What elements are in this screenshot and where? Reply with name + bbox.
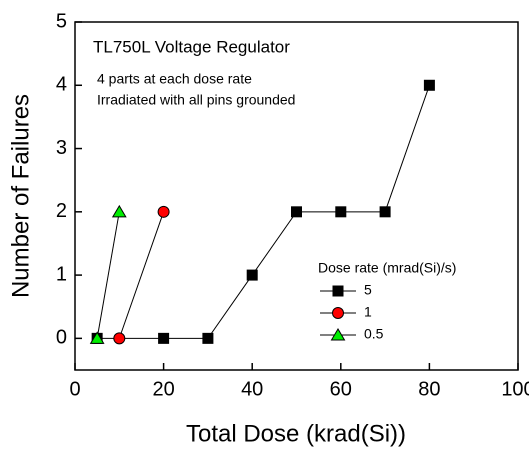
series-line — [96, 211, 120, 339]
data-point — [89, 331, 105, 344]
x-tick-label: 40 — [241, 378, 263, 400]
data-point — [202, 332, 214, 344]
x-tick-label: 60 — [330, 378, 352, 400]
data-point — [157, 205, 170, 218]
y-tick-label: 3 — [56, 137, 67, 159]
data-point — [379, 206, 391, 218]
data-point — [291, 206, 302, 218]
data-point — [111, 204, 127, 218]
y-tick-label: 2 — [56, 200, 67, 222]
x-tick-label: 0 — [69, 378, 80, 400]
data-point — [335, 206, 347, 218]
x-tick-label: 20 — [152, 378, 174, 400]
y-tick-label: 1 — [56, 263, 67, 285]
chart-title: TL750L Voltage Regulator — [93, 37, 290, 56]
legend-marker — [332, 307, 344, 319]
legend-marker — [330, 328, 346, 341]
legend-label: 1 — [364, 304, 372, 320]
y-tick-label: 4 — [56, 74, 67, 96]
data-point — [246, 269, 258, 281]
legend-marker — [332, 285, 344, 297]
series-line — [118, 211, 165, 339]
data-point — [158, 332, 170, 344]
x-tick-label: 100 — [501, 378, 529, 400]
annotation: 4 parts at each dose rate — [97, 71, 252, 87]
y-axis-label: Number of Failures — [7, 94, 34, 298]
plot-frame — [74, 21, 519, 371]
legend-title: Dose rate (mrad(Si)/s) — [318, 260, 456, 276]
x-axis-label: Total Dose (krad(Si)) — [186, 420, 406, 447]
annotation: Irradiated with all pins grounded — [97, 92, 295, 108]
data-point — [113, 332, 126, 345]
series-line — [97, 85, 430, 339]
y-tick-label: 5 — [56, 10, 67, 32]
y-tick-label: 0 — [56, 327, 67, 349]
legend-label: 0.5 — [364, 326, 384, 342]
data-point — [423, 79, 435, 91]
legend-label: 5 — [364, 282, 372, 298]
x-tick-label: 80 — [418, 378, 440, 400]
